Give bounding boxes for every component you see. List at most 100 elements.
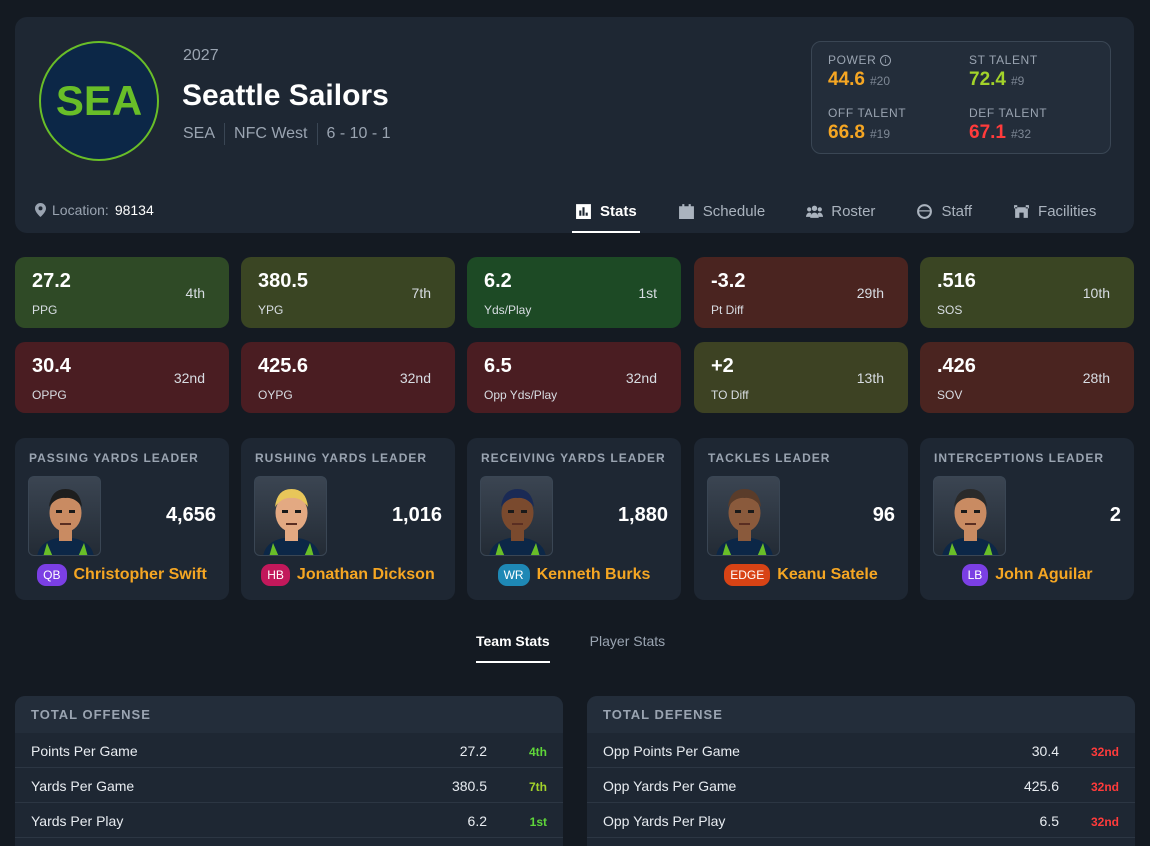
stat-rank: 7th xyxy=(529,780,547,794)
stat-name: Opp Yards Per Game xyxy=(603,778,737,794)
tab-team-stats[interactable]: Team Stats xyxy=(476,633,550,663)
team-logo-text: SEA xyxy=(55,77,143,124)
tab-roster[interactable]: Roster xyxy=(803,189,878,233)
table-title: TOTAL DEFENSE xyxy=(587,696,1135,733)
table-row: Yards Per Play 6.2 1st xyxy=(15,803,563,838)
stat-value: 27.2 xyxy=(459,743,487,759)
leader-title: PASSING YARDS LEADER xyxy=(29,451,199,465)
power-label: POWER xyxy=(828,53,877,67)
stat-value: 30.4 xyxy=(32,355,71,377)
player-name-link[interactable]: John Aguilar xyxy=(995,566,1093,583)
tab-label: Facilities xyxy=(1038,202,1097,220)
position-badge: QB xyxy=(37,564,67,586)
divider xyxy=(316,123,318,145)
stat-value: 425.6 xyxy=(258,355,309,377)
leader-player: HB Jonathan Dickson xyxy=(241,564,455,586)
info-icon[interactable]: i xyxy=(880,54,892,66)
stat-name: Opp Points Per Game xyxy=(603,743,740,759)
team-division: NFC West xyxy=(234,125,308,142)
stat-card-ppg: 27.2 PPG 4th xyxy=(15,257,229,328)
stat-value: 380.5 xyxy=(258,270,309,292)
team-ratings-panel: POWER i 44.6 #20 ST TALENT 72.4 #9 OFF TALE… xyxy=(811,41,1111,154)
stats-subtabs: Team Stats Player Stats xyxy=(476,633,665,663)
tab-facilities[interactable]: Facilities xyxy=(1010,189,1099,233)
stat-name: Yards Per Play xyxy=(31,813,124,829)
leader-card[interactable]: RECEIVING YARDS LEADER 1,880 WR Kenneth Bur… xyxy=(467,438,681,600)
coach-icon xyxy=(917,203,933,219)
tab-player-stats[interactable]: Player Stats xyxy=(589,633,666,649)
team-tabs: Stats Schedule Roster Staff Facilities xyxy=(572,189,1134,233)
stadium-icon xyxy=(1014,204,1029,218)
stat-label: OPPG xyxy=(32,388,67,402)
stat-value: 6.2 xyxy=(467,813,487,829)
leader-value: 1,016 xyxy=(391,504,442,526)
leader-title: TACKLES LEADER xyxy=(708,451,831,465)
leader-card[interactable]: TACKLES LEADER 96 EDGE Keanu Satele xyxy=(694,438,908,600)
player-name-link[interactable]: Keanu Satele xyxy=(777,566,878,583)
player-name-link[interactable]: Christopher Swift xyxy=(73,566,207,583)
stat-label: PPG xyxy=(32,303,58,317)
stat-value: 6.5 xyxy=(1039,813,1059,829)
stat-label: YPG xyxy=(258,303,284,317)
player-name-link[interactable]: Kenneth Burks xyxy=(536,566,651,583)
stat-label: TO Diff xyxy=(711,388,749,402)
team-logo: SEA xyxy=(39,41,159,161)
stat-value: .426 xyxy=(937,355,976,377)
player-portrait xyxy=(480,476,553,556)
stat-rank: 32nd xyxy=(1090,780,1119,794)
season-label: 2027 xyxy=(183,47,219,64)
tab-label: Schedule xyxy=(702,202,766,220)
stat-rank: 32nd xyxy=(173,370,205,386)
position-badge: LB xyxy=(961,564,989,586)
def-talent-value: 67.1 xyxy=(969,122,1006,143)
leader-title: INTERCEPTIONS LEADER xyxy=(934,451,1105,465)
tab-schedule[interactable]: Schedule xyxy=(675,189,769,233)
stat-card-ypg: 380.5 YPG 7th xyxy=(241,257,455,328)
leader-card[interactable]: RUSHING YARDS LEADER 1,016 HB Jonathan Dick… xyxy=(241,438,455,600)
player-portrait xyxy=(28,476,101,556)
power-rank: #20 xyxy=(869,74,891,88)
player-portrait xyxy=(707,476,780,556)
stat-rank: 1st xyxy=(529,815,547,829)
table-row: Yards Per Game 380.5 7th xyxy=(15,768,563,803)
stat-name: Yards Per Game xyxy=(31,778,135,794)
def-talent-rank: #32 xyxy=(1010,127,1032,141)
location-pin-icon xyxy=(35,203,46,217)
total-offense-table: TOTAL OFFENSE Points Per Game 27.2 4th Yard… xyxy=(15,696,563,846)
power-value: 44.6 xyxy=(828,69,865,90)
stat-rank: 10th xyxy=(1082,285,1110,301)
power-rating: POWER i 44.6 #20 xyxy=(828,53,892,91)
tab-stats[interactable]: Stats xyxy=(572,189,640,233)
leader-card[interactable]: INTERCEPTIONS LEADER 2 LB John Aguilar xyxy=(920,438,1134,600)
team-record: 6 - 10 - 1 xyxy=(326,125,391,142)
table-row: Opp Yards Per Game 425.6 32nd xyxy=(587,768,1135,803)
stat-label: SOS xyxy=(937,303,963,317)
location-label: Location: xyxy=(52,202,109,218)
total-defense-table: TOTAL DEFENSE Opp Points Per Game 30.4 32n… xyxy=(587,696,1135,846)
player-name-link[interactable]: Jonathan Dickson xyxy=(296,566,435,583)
table-row: Points Per Game 27.2 4th xyxy=(15,733,563,768)
leader-value: 4,656 xyxy=(165,504,216,526)
stat-name: Opp Yards Per Play xyxy=(603,813,726,829)
table-row: Opp Yards Per Play 6.5 32nd xyxy=(587,803,1135,838)
calendar-icon xyxy=(678,203,694,219)
tab-label: Staff xyxy=(941,202,973,220)
stat-rank: 13th xyxy=(856,370,884,386)
off-talent-value: 66.8 xyxy=(828,122,865,143)
off-talent-rank: #19 xyxy=(869,127,891,141)
tab-staff[interactable]: Staff xyxy=(913,189,975,233)
stat-card-sov: .426 SOV 28th xyxy=(920,342,1134,413)
stat-card-to-diff: +2 TO Diff 13th xyxy=(694,342,908,413)
def-talent-rating: DEF TALENT 67.1 #32 xyxy=(969,106,1047,144)
leader-title: RECEIVING YARDS LEADER xyxy=(481,451,666,465)
stat-card-sos: .516 SOS 10th xyxy=(920,257,1134,328)
stat-value: 6.5 xyxy=(484,355,512,377)
bar-chart-icon xyxy=(576,203,591,219)
stat-value: 425.6 xyxy=(1023,778,1059,794)
leader-card[interactable]: PASSING YARDS LEADER 4,656 QB Christopher S… xyxy=(15,438,229,600)
stat-rank: 1st xyxy=(638,285,657,301)
stat-value: -3.2 xyxy=(711,270,746,292)
stat-value: 30.4 xyxy=(1031,743,1059,759)
stat-label: Yds/Play xyxy=(484,303,532,317)
stat-rank: 28th xyxy=(1082,370,1110,386)
